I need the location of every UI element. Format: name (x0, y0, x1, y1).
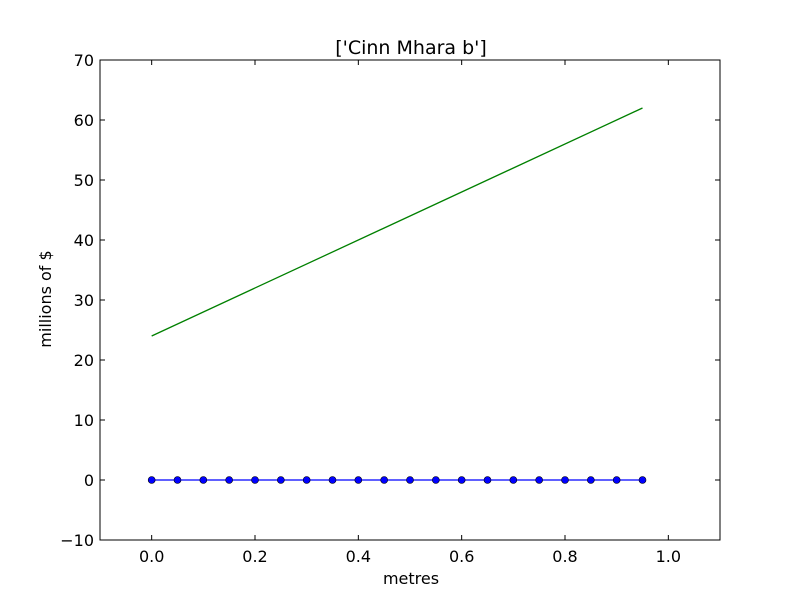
y-tick-label: 40 (74, 231, 94, 250)
series-0-point (638, 476, 647, 484)
series-1-line (151, 107, 643, 337)
series-0-point (535, 476, 543, 484)
series-0-point (406, 476, 414, 484)
series-0-point (277, 476, 285, 484)
series-0-point (509, 476, 518, 484)
y-tick-label: −10 (60, 531, 94, 550)
series-0-point (380, 476, 388, 484)
y-tick-label: 60 (74, 111, 94, 130)
plot-area (147, 107, 647, 484)
series-0-point (225, 476, 233, 484)
x-tick-label: 0.0 (139, 547, 164, 566)
x-tick-label: 0.8 (552, 547, 577, 566)
series-0-point (432, 476, 440, 484)
series-0-point (199, 476, 208, 484)
series-0-point (251, 476, 259, 484)
chart-title: ['Cinn Mhara b'] (335, 37, 487, 59)
y-tick-label: 30 (74, 291, 94, 310)
x-tick-label: 0.2 (242, 547, 267, 566)
series-0-point (587, 476, 595, 484)
y-tick-label: 50 (74, 171, 94, 190)
y-tick-label: 20 (74, 351, 94, 370)
series-0-point (457, 476, 466, 484)
y-tick-label: 0 (84, 471, 94, 490)
series-0-point (328, 476, 337, 484)
series-0-point (612, 476, 621, 484)
series-0-point (561, 476, 569, 484)
y-axis-label: millions of $ (36, 250, 55, 347)
axes-frame (99, 59, 721, 541)
x-tick-label: 1.0 (656, 547, 681, 566)
series-0-point (483, 476, 492, 484)
x-tick-label: 0.6 (449, 547, 474, 566)
series-0-point (302, 476, 311, 484)
ticks: 0.0 0.2 0.4 0.6 0.8 1.0 −10 0 10 20 30 40 50 60 70 (60, 51, 720, 566)
series-0-point (354, 476, 363, 484)
series-0-point (173, 476, 182, 484)
y-tick-label: 70 (74, 51, 94, 70)
x-axis-label: metres (383, 569, 439, 588)
y-tick-label: 10 (74, 411, 94, 430)
series-0-point (147, 476, 156, 484)
x-tick-label: 0.4 (346, 547, 371, 566)
